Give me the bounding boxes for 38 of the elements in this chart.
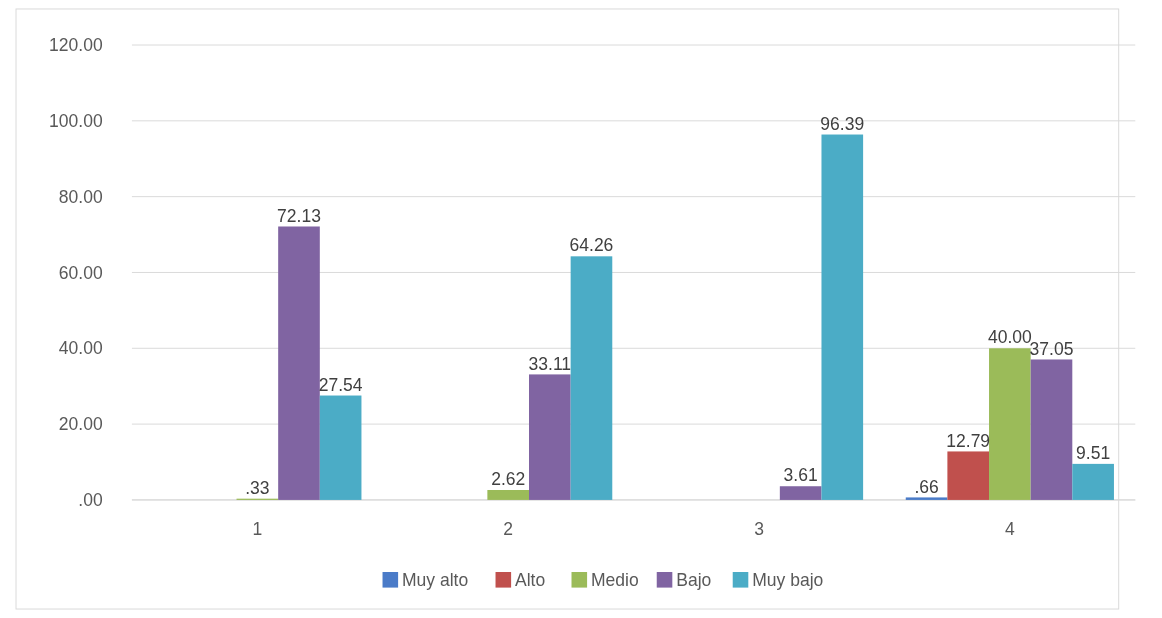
legend-label: Alto — [515, 569, 546, 590]
bar — [947, 451, 990, 500]
y-tick-label: 40.00 — [58, 338, 103, 359]
data-label: 96.39 — [820, 113, 865, 134]
data-label: 72.13 — [277, 205, 321, 226]
bar — [570, 256, 613, 500]
y-tick-label: 100.00 — [49, 110, 103, 131]
legend-label: Medio — [590, 569, 639, 590]
data-label: .66 — [914, 476, 939, 497]
y-tick-label: 120.00 — [49, 35, 103, 56]
bar — [529, 374, 571, 500]
data-label: .33 — [245, 477, 270, 498]
y-tick-label: 60.00 — [58, 262, 103, 283]
legend-label: Muy bajo — [752, 569, 824, 590]
bar — [1072, 463, 1114, 500]
x-tick-label: 1 — [252, 518, 263, 539]
y-tick-label: .00 — [78, 490, 103, 511]
y-tick-label: 20.00 — [58, 414, 103, 435]
data-label: 12.79 — [946, 430, 991, 451]
bar — [1030, 359, 1073, 500]
bar — [821, 134, 864, 500]
bar — [319, 395, 362, 500]
legend-label: Bajo — [676, 569, 712, 590]
data-label: 64.26 — [569, 235, 614, 256]
x-tick-label: 2 — [503, 518, 514, 539]
x-tick-label: 3 — [754, 518, 764, 539]
data-label: 9.51 — [1076, 443, 1111, 463]
bar — [779, 486, 822, 500]
data-label: 3.61 — [783, 465, 818, 486]
bar — [905, 497, 948, 500]
bar — [487, 489, 529, 500]
data-label: 33.11 — [528, 353, 572, 374]
data-label: 2.62 — [491, 469, 526, 490]
bar — [989, 348, 1031, 500]
legend-label: Muy alto — [402, 569, 469, 590]
x-tick-label: 4 — [1004, 518, 1015, 539]
bar — [278, 226, 320, 500]
y-tick-label: 80.00 — [58, 186, 103, 207]
